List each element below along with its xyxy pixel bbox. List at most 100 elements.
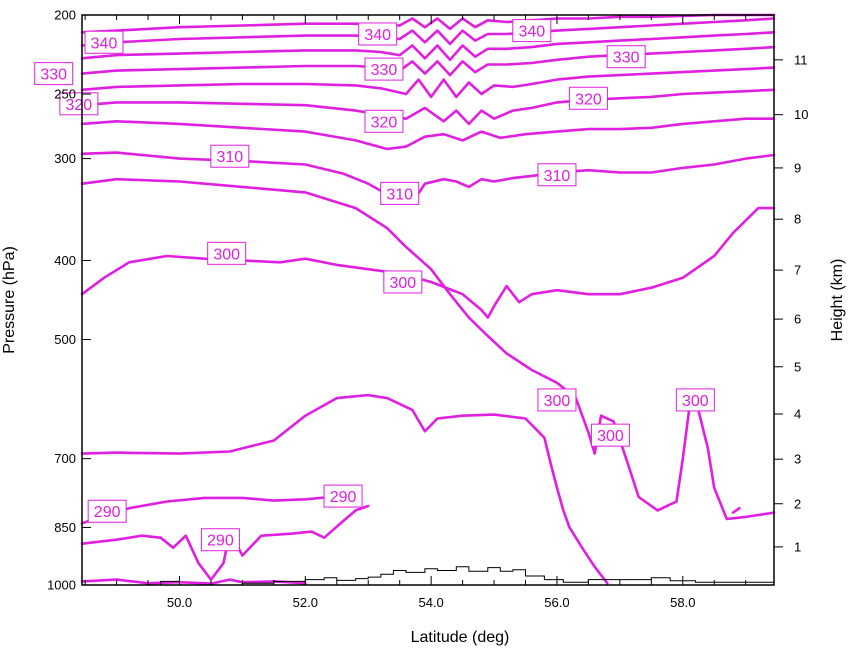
y2-tick-label: 9 bbox=[794, 160, 801, 175]
contour-label-box bbox=[358, 22, 398, 46]
contour-label-300-12: 300 bbox=[207, 241, 247, 265]
contour-label-290-17: 290 bbox=[87, 499, 127, 523]
contour-label-330-4: 330 bbox=[364, 57, 404, 81]
contour-label-text: 320 bbox=[66, 97, 93, 114]
terrain-line bbox=[82, 566, 774, 586]
contour-label-300-16: 300 bbox=[675, 388, 715, 412]
y2-tick-label: 11 bbox=[794, 52, 808, 67]
contour-label-text: 300 bbox=[682, 393, 709, 410]
contour-label-box bbox=[34, 62, 74, 86]
contour-label-330-5: 330 bbox=[606, 45, 646, 69]
y2-tick-label: 1 bbox=[794, 539, 801, 554]
x-tick-label: 54.0 bbox=[418, 595, 443, 610]
contour-label-text: 340 bbox=[364, 27, 391, 44]
contour-label-300-13: 300 bbox=[383, 270, 423, 294]
x-tick-label: 56.0 bbox=[544, 595, 569, 610]
contour-line-330-11 bbox=[80, 45, 776, 77]
contour-label-290-18: 290 bbox=[323, 484, 363, 508]
contour-label-text: 290 bbox=[330, 489, 357, 506]
contour-label-box bbox=[364, 57, 404, 81]
contour-label-text: 300 bbox=[389, 275, 416, 292]
contour-label-text: 290 bbox=[94, 504, 121, 521]
contour-label-box bbox=[512, 19, 552, 43]
contour-label-box bbox=[210, 144, 250, 168]
y-tick-label: 700 bbox=[54, 451, 76, 466]
contour-line-310-7 bbox=[80, 151, 776, 205]
y-tick-label: 200 bbox=[54, 8, 76, 23]
y2-tick-label: 6 bbox=[794, 312, 801, 327]
y-tick-label: 250 bbox=[54, 87, 76, 102]
contour-label-box bbox=[675, 388, 715, 412]
y-tick-label: 500 bbox=[54, 332, 76, 347]
y-tick-label: 1000 bbox=[47, 578, 76, 593]
contour-label-text: 310 bbox=[386, 186, 413, 203]
y2-tick-label: 10 bbox=[794, 107, 808, 122]
contour-label-box bbox=[383, 270, 423, 294]
contour-line-320-9 bbox=[80, 88, 776, 126]
contour-label-text: 320 bbox=[371, 114, 398, 131]
contour-label-text: 300 bbox=[597, 428, 624, 445]
contour-label-box bbox=[537, 388, 577, 412]
x-tick-label: 52.0 bbox=[293, 595, 318, 610]
contour-label-text: 330 bbox=[371, 62, 398, 79]
y2-tick-label: 8 bbox=[794, 212, 801, 227]
contour-labels-layer: 340 340 340 330 330 330 320 320 320 310 310 310 300 3… bbox=[34, 19, 715, 552]
contour-label-box bbox=[84, 30, 124, 54]
contour-label-text: 320 bbox=[575, 91, 602, 108]
contour-label-box bbox=[364, 109, 404, 133]
y2-axis-title: Height (km) bbox=[829, 259, 846, 342]
contour-line-340-13 bbox=[80, 17, 776, 47]
contour-label-320-6: 320 bbox=[59, 92, 99, 116]
contours-layer bbox=[80, 13, 776, 585]
contour-label-text: 310 bbox=[216, 149, 243, 166]
contour-line-300-3 bbox=[80, 393, 609, 585]
contour-label-text: 300 bbox=[213, 246, 240, 263]
contour-label-300-14: 300 bbox=[537, 388, 577, 412]
x-tick-label: 50.0 bbox=[167, 595, 192, 610]
contour-label-text: 310 bbox=[544, 168, 571, 185]
contour-label-box bbox=[87, 499, 127, 523]
y2-tick-label: 2 bbox=[794, 496, 801, 511]
y-axis-title: Pressure (hPa) bbox=[1, 246, 18, 354]
contour-label-box bbox=[200, 528, 240, 552]
y2-tick-label: 5 bbox=[794, 359, 801, 374]
contour-line-310-8 bbox=[80, 117, 776, 151]
contour-label-330-3: 330 bbox=[34, 62, 74, 86]
contour-line-320-10 bbox=[80, 66, 776, 99]
contour-label-320-8: 320 bbox=[568, 86, 608, 110]
contour-label-box bbox=[606, 45, 646, 69]
contour-label-text: 330 bbox=[613, 50, 640, 67]
contour-label-300-15: 300 bbox=[590, 423, 630, 447]
contour-label-340-2: 340 bbox=[512, 19, 552, 43]
terrain-layer bbox=[82, 566, 774, 586]
contour-label-text: 340 bbox=[91, 35, 118, 52]
contour-label-box bbox=[380, 181, 420, 205]
y2-axis-ticks: 1 2 3 4 5 6 7 8 9 10 11 bbox=[774, 52, 808, 554]
contour-label-text: 300 bbox=[544, 393, 571, 410]
y-axis-ticks: 200 250 300 400 500 700 850 1000 bbox=[47, 8, 91, 593]
x-axis-title: Latitude (deg) bbox=[411, 629, 510, 646]
y-tick-label: 400 bbox=[54, 253, 76, 268]
contour-label-320-7: 320 bbox=[364, 109, 404, 133]
contour-label-310-9: 310 bbox=[210, 144, 250, 168]
y2-tick-label: 7 bbox=[794, 263, 801, 278]
y2-tick-label: 3 bbox=[794, 452, 801, 467]
contour-label-box bbox=[568, 86, 608, 110]
contour-label-310-11: 310 bbox=[537, 163, 577, 187]
contour-label-box bbox=[537, 163, 577, 187]
y2-tick-label: 4 bbox=[794, 406, 801, 421]
contour-label-box bbox=[590, 423, 630, 447]
contour-label-box bbox=[207, 241, 247, 265]
x-axis-ticks: 50.0 52.0 54.0 56.0 58.0 bbox=[84, 15, 747, 610]
contour-label-310-10: 310 bbox=[380, 181, 420, 205]
contour-label-340-0: 340 bbox=[84, 30, 124, 54]
contour-line-300-6 bbox=[731, 506, 741, 514]
contour-label-text: 330 bbox=[40, 67, 67, 84]
contour-label-340-1: 340 bbox=[358, 22, 398, 46]
contour-label-text: 340 bbox=[518, 24, 545, 41]
contour-label-text: 290 bbox=[207, 533, 234, 550]
y-tick-label: 300 bbox=[54, 151, 76, 166]
y-tick-label: 850 bbox=[54, 520, 76, 535]
contour-line-330-12 bbox=[80, 30, 776, 62]
